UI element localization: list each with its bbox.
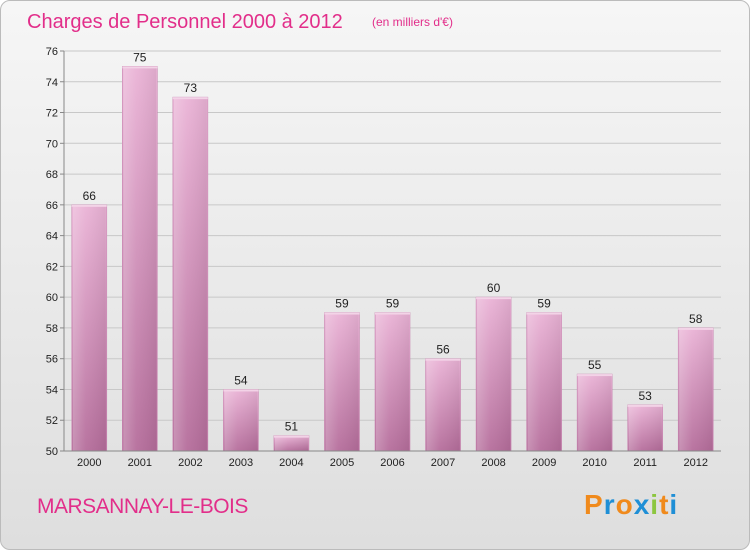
bar-top-highlight [273, 435, 309, 438]
bar-shine [173, 98, 207, 452]
x-tick-label: 2004 [279, 457, 303, 469]
y-tick-label: 72 [46, 108, 58, 120]
x-tick-label: 2012 [683, 457, 707, 469]
logo-letter: t [659, 489, 670, 520]
bar-top-highlight [678, 327, 714, 330]
proxiti-logo[interactable]: Proxiti [584, 489, 678, 521]
bar-top-highlight [324, 312, 360, 315]
bar-top-highlight [425, 358, 461, 361]
chart-subtitle: (en milliers d'€) [372, 15, 453, 29]
y-tick-label: 62 [46, 261, 58, 273]
y-tick-label: 58 [46, 323, 58, 335]
y-axis: 50 52 54 56 58 60 62 64 66 68 70 72 74 76 [46, 46, 65, 458]
bar-shine [224, 390, 258, 451]
bar-top-highlight [172, 97, 208, 100]
data-labels: 66 75 73 54 51 59 59 56 60 59 55 53 58 [83, 50, 703, 433]
bar-shine [578, 375, 612, 451]
bar-shine [628, 405, 662, 451]
bar-shine [679, 328, 713, 451]
logo-letter: r [603, 489, 616, 520]
x-tick-label: 2002 [178, 457, 202, 469]
data-label: 58 [689, 312, 703, 326]
logo-letter: x [633, 489, 651, 520]
logo-letter: i [650, 489, 660, 520]
data-label: 59 [537, 297, 551, 311]
y-tick-label: 60 [46, 292, 58, 304]
bar-shine [376, 313, 409, 451]
y-tick-label: 74 [46, 77, 58, 89]
x-tick-label: 2009 [532, 457, 556, 469]
y-tick-label: 76 [46, 46, 58, 58]
bar-shine [325, 313, 359, 451]
bar-top-highlight [577, 374, 613, 377]
bar-shine [274, 436, 308, 451]
data-label: 53 [639, 389, 653, 403]
bar-shine [123, 67, 157, 451]
y-tick-label: 56 [46, 354, 58, 366]
x-tick-label: 2007 [431, 457, 455, 469]
data-label: 60 [487, 281, 501, 295]
data-label: 73 [184, 81, 198, 95]
bar-top-highlight [526, 312, 562, 315]
x-axis: 2000 2001 2002 2003 2004 2005 2006 2007 2008 2009… [64, 450, 721, 469]
logo-letter: i [669, 489, 679, 520]
x-tick-label: 2005 [330, 457, 354, 469]
y-tick-label: 64 [46, 231, 58, 243]
bar-top-highlight [223, 389, 259, 392]
bar-top-highlight [71, 204, 107, 207]
bar-shine [426, 359, 460, 451]
y-tick-label: 52 [46, 415, 58, 427]
bar-top-highlight [375, 312, 410, 315]
chart-title: Charges de Personnel 2000 à 2012 [27, 11, 343, 33]
x-tick-label: 2001 [128, 457, 152, 469]
y-tick-label: 50 [46, 446, 58, 458]
bar-shine [477, 298, 511, 451]
x-tick-label: 2008 [481, 457, 505, 469]
bar-top-highlight [627, 404, 663, 407]
data-label: 51 [285, 420, 299, 434]
bar-top-highlight [122, 66, 158, 69]
data-label: 54 [234, 373, 248, 387]
logo-letter: P [584, 489, 604, 520]
bar-shine [72, 205, 106, 451]
data-label: 75 [133, 50, 147, 64]
commune-name: MARSANNAY-LE-BOIS [37, 495, 248, 518]
data-label: 56 [436, 343, 450, 357]
x-tick-label: 2010 [582, 457, 606, 469]
data-label: 66 [83, 189, 97, 203]
data-label: 55 [588, 358, 602, 372]
bar-top-highlight [476, 297, 512, 300]
y-tick-label: 70 [46, 138, 58, 150]
y-tick-label: 68 [46, 169, 58, 181]
y-tick-label: 66 [46, 200, 58, 212]
y-tick-label: 54 [46, 384, 58, 396]
data-label: 59 [335, 297, 349, 311]
x-tick-label: 2000 [77, 457, 101, 469]
x-tick-label: 2003 [229, 457, 253, 469]
logo-letter: o [615, 489, 634, 520]
data-label: 59 [386, 297, 400, 311]
bars [71, 66, 714, 452]
bar-shine [527, 313, 561, 451]
x-tick-label: 2011 [633, 457, 657, 469]
x-tick-label: 2006 [380, 457, 404, 469]
